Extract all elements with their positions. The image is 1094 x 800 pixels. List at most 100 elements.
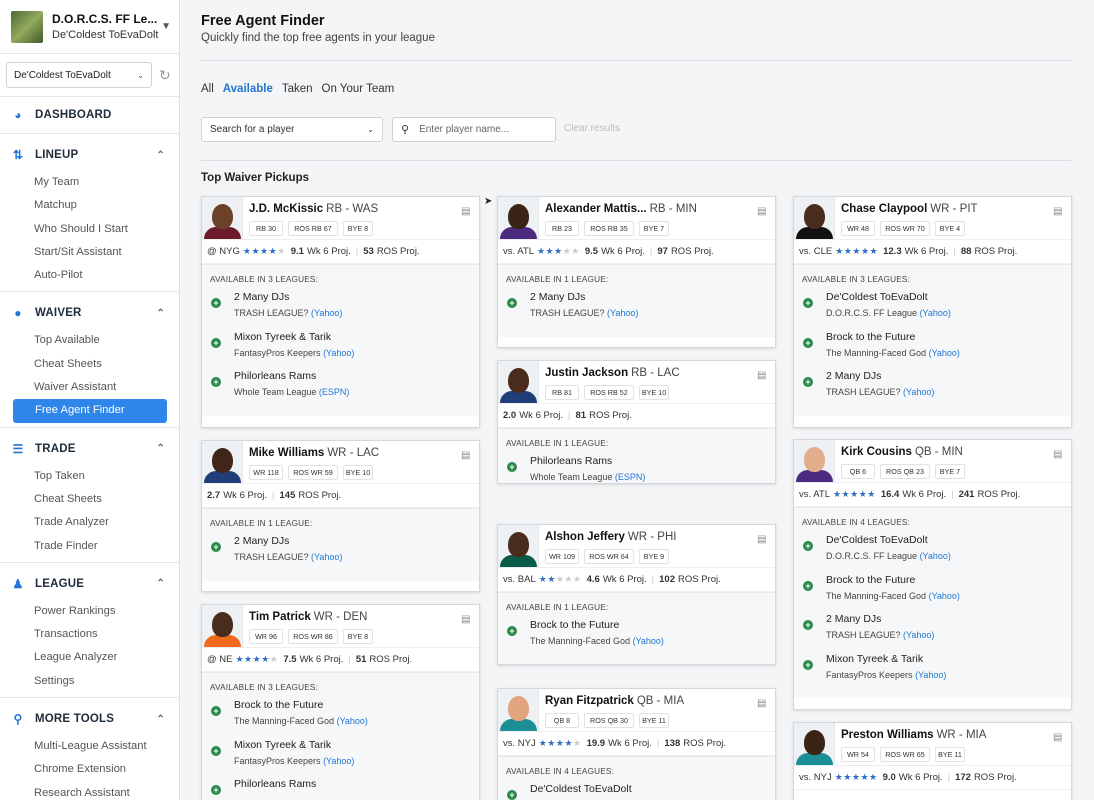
notes-icon[interactable]: ▤ [461,614,471,625]
player-photo[interactable] [498,197,539,239]
notes-icon[interactable]: ▤ [757,370,767,381]
sidebar-item-top-taken[interactable]: Top Taken [34,469,85,482]
sidebar-item-chrome-extension[interactable]: Chrome Extension [34,763,127,776]
league-provider-link[interactable]: (ESPN) [318,387,350,397]
chevron-up-icon[interactable]: ⌃ [156,713,165,725]
player-name[interactable]: Kirk Cousins [841,446,912,458]
add-player-icon[interactable]: + [211,337,221,348]
player-name[interactable]: Ryan Fitzpatrick [545,695,634,707]
league-header[interactable]: D.O.R.C.S. FF Le... De'Coldest ToEvaDolt… [0,0,179,54]
notes-icon[interactable]: ▤ [1053,449,1063,460]
sidebar-item-cheat-sheets[interactable]: Cheat Sheets [34,492,102,505]
sidebar-item-top-available[interactable]: Top Available [34,334,100,347]
nav-header-trade[interactable]: ☰ TRADE ⌃ [0,433,179,465]
notes-icon[interactable]: ▤ [461,206,471,217]
player-name[interactable]: Preston Williams [841,729,934,741]
sidebar-item-multi-league-assistant[interactable]: Multi-League Assistant [34,740,147,753]
sidebar-item-waiver-assistant[interactable]: Waiver Assistant [34,381,117,394]
league-provider-link[interactable]: (Yahoo) [311,308,343,318]
player-name[interactable]: J.D. McKissic [249,203,324,215]
sidebar-item-matchup[interactable]: Matchup [34,199,77,212]
tab-available[interactable]: Available [222,83,273,95]
player-photo[interactable] [498,361,539,403]
add-player-icon[interactable]: + [507,298,517,308]
league-provider-link[interactable]: (Yahoo) [632,636,664,646]
clear-results-button[interactable]: Clear results [564,123,621,134]
sidebar-item-free-agent-finder[interactable]: Free Agent Finder [13,399,167,423]
player-photo[interactable] [794,723,835,765]
add-player-icon[interactable]: + [211,298,221,308]
sidebar-item-research-assistant[interactable]: Research Assistant [34,786,130,799]
player-name[interactable]: Alshon Jeffery [545,531,625,543]
league-provider-link[interactable]: (Yahoo) [607,308,639,318]
add-player-icon[interactable]: + [211,785,221,795]
league-provider-link[interactable]: (Yahoo) [903,387,935,397]
notes-icon[interactable]: ▤ [1053,732,1063,743]
league-provider-link[interactable]: (Yahoo) [928,590,960,601]
add-player-icon[interactable]: + [803,620,813,630]
sidebar-item-trade-analyzer[interactable]: Trade Analyzer [34,516,109,529]
player-name[interactable]: Tim Patrick [249,611,311,623]
notes-icon[interactable]: ▤ [757,206,767,217]
league-provider-link[interactable]: (ESPN) [614,472,646,482]
player-photo[interactable] [202,441,243,483]
add-player-icon[interactable]: + [803,337,813,348]
league-provider-link[interactable]: (Yahoo) [323,755,355,766]
player-name[interactable]: Alexander Mattis... [545,203,647,215]
player-photo[interactable] [794,197,835,239]
player-photo[interactable] [202,197,243,239]
tab-all[interactable]: All [201,83,214,95]
sidebar-item-trade-finder[interactable]: Trade Finder [34,539,98,552]
player-search-dropdown[interactable]: Search for a player ⌄ [201,117,383,142]
sidebar-item-who-should-i-start[interactable]: Who Should I Start [34,222,128,235]
player-photo[interactable] [202,605,243,647]
sidebar-item-my-team[interactable]: My Team [34,176,80,188]
sidebar-item-cheat-sheets[interactable]: Cheat Sheets [34,357,102,370]
league-provider-link[interactable]: (Yahoo) [928,347,960,358]
add-player-icon[interactable]: + [803,541,813,551]
add-player-icon[interactable]: + [803,377,813,387]
nav-header-waiver[interactable]: ● WAIVER ⌃ [0,297,179,329]
add-player-icon[interactable]: + [211,745,221,756]
player-name-input[interactable]: ⚲ Enter player name... [392,117,556,142]
nav-header-more-tools[interactable]: ⚲ MORE TOOLS ⌃ [0,703,179,735]
notes-icon[interactable]: ▤ [1053,206,1063,217]
league-provider-link[interactable]: (Yahoo) [336,716,368,726]
add-player-icon[interactable]: + [803,580,813,591]
chevron-up-icon[interactable]: ⌃ [156,307,165,319]
nav-header-lineup[interactable]: ⇅ LINEUP ⌃ [0,139,179,171]
player-photo[interactable] [498,689,539,731]
player-name[interactable]: Chase Claypool [841,203,928,215]
player-name[interactable]: Justin Jackson [545,367,629,379]
add-player-icon[interactable]: + [507,790,517,800]
notes-icon[interactable]: ▤ [461,450,471,461]
tab-taken[interactable]: Taken [281,83,313,95]
player-photo[interactable] [498,525,539,567]
tab-on-your-team[interactable]: On Your Team [321,83,395,95]
league-provider-link[interactable]: (Yahoo) [919,308,951,318]
sidebar-item-league-analyzer[interactable]: League Analyzer [34,651,118,664]
add-player-icon[interactable]: + [211,706,221,716]
player-name[interactable]: Mike Williams [249,447,325,459]
sidebar-item-transactions[interactable]: Transactions [34,628,98,641]
notes-icon[interactable]: ▤ [757,698,767,709]
league-provider-link[interactable]: (Yahoo) [903,630,935,640]
team-select[interactable]: De'Coldest ToEvaDolt ⌄ [6,62,152,88]
league-provider-link[interactable]: (Yahoo) [323,347,355,358]
nav-header-dashboard[interactable]: ◕ DASHBOARD [0,99,179,131]
chevron-up-icon[interactable]: ⌃ [156,443,165,455]
league-provider-link[interactable]: (Yahoo) [919,551,951,561]
sidebar-item-auto-pilot[interactable]: Auto-Pilot [34,269,83,282]
league-provider-link[interactable]: (Yahoo) [311,552,343,562]
add-player-icon[interactable]: + [803,659,813,670]
refresh-icon[interactable]: ↻ [159,66,171,83]
sidebar-item-power-rankings[interactable]: Power Rankings [34,604,116,617]
add-player-icon[interactable]: + [211,542,221,552]
chevron-up-icon[interactable]: ⌃ [156,149,165,161]
league-provider-link[interactable]: (Yahoo) [915,669,947,680]
add-player-icon[interactable]: + [211,377,221,387]
chevron-up-icon[interactable]: ⌃ [156,578,165,590]
add-player-icon[interactable]: + [803,298,813,308]
sidebar-item-settings[interactable]: Settings [34,674,75,687]
notes-icon[interactable]: ▤ [757,534,767,545]
